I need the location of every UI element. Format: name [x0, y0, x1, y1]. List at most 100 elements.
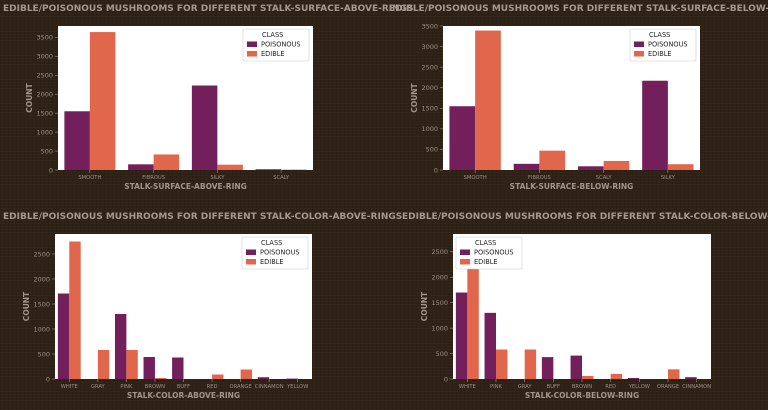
bar-poisonous-scaly: [577, 166, 604, 170]
y-tick-label: 500: [426, 146, 438, 154]
x-tick-label: ORANGE: [230, 384, 252, 390]
chart-title: EDIBLE/POISONOUS MUSHROOMS FOR DIFFERENT…: [3, 4, 414, 14]
bar-edible-orange: [240, 369, 253, 379]
bar-edible-white: [467, 241, 479, 379]
y-tick-label: 500: [38, 350, 50, 358]
y-tick-label: 500: [436, 350, 448, 358]
y-tick-label: 3500: [421, 22, 438, 30]
y-tick-label: 2000: [431, 274, 448, 282]
legend-title: CLASS: [262, 31, 283, 39]
chart-4: EDIBLE/POISONOUS MUSHROOMS FOR DIFFERENT…: [402, 212, 768, 400]
x-tick-label: GRAY: [518, 384, 533, 390]
y-tick-label: 3000: [36, 53, 53, 61]
bar-edible-silky: [217, 164, 243, 170]
y-tick-label: 2500: [36, 72, 53, 80]
chart-title: EDIBLE/POISONOUS MUSHROOMS FOR DIFFERENT…: [3, 212, 402, 222]
x-tick-label: SILKY: [210, 175, 225, 181]
x-axis-label: STALK-SURFACE-BELOW-RING: [510, 182, 634, 191]
bar-poisonous-pink: [484, 312, 496, 379]
legend-swatch-poisonous: [246, 249, 256, 255]
y-tick-label: 3500: [36, 34, 53, 42]
legend-box: [455, 236, 523, 270]
x-tick-label: SCALY: [273, 175, 290, 181]
bar-edible-fibrous: [153, 154, 180, 170]
y-tick-label: 1500: [36, 109, 53, 117]
legend-title: CLASS: [261, 239, 282, 247]
x-tick-label: CINNAMON: [682, 384, 711, 390]
legend-box: [629, 28, 697, 62]
bar-edible-brown: [582, 375, 594, 379]
x-tick-label: BUFF: [547, 384, 560, 390]
x-tick-label: PINK: [490, 384, 503, 390]
y-tick-label: 0: [46, 375, 50, 383]
bar-poisonous-white: [57, 293, 70, 379]
y-tick-label: 2000: [33, 275, 50, 283]
legend-label-edible: EDIBLE: [261, 50, 285, 58]
bar-poisonous-silky: [191, 85, 218, 170]
x-tick-label: BROWN: [145, 384, 165, 390]
legend-label-edible: EDIBLE: [648, 50, 672, 58]
x-tick-label: CINNAMON: [255, 384, 284, 390]
y-tick-label: 2000: [421, 84, 438, 92]
bar-poisonous-scaly: [255, 169, 282, 170]
bar-edible-brown: [154, 378, 167, 379]
bar-poisonous-smooth: [64, 111, 90, 170]
bar-poisonous-cinnamon: [685, 377, 697, 379]
x-tick-label: YELLOW: [628, 384, 650, 390]
legend-title: CLASS: [649, 31, 670, 39]
x-tick-label: SMOOTH: [78, 175, 101, 181]
legend-swatch-poisonous: [460, 249, 470, 255]
legend-box: [242, 28, 310, 62]
y-tick-label: 1500: [421, 105, 438, 113]
bar-edible-smooth: [89, 32, 116, 170]
bar-poisonous-buff: [541, 357, 554, 379]
y-axis-label: COUNT: [410, 82, 419, 112]
y-axis-label: COUNT: [22, 291, 31, 321]
bar-poisonous-silky: [642, 80, 668, 170]
legend-label-poisonous: POISONOUS: [261, 41, 301, 49]
legend-title: CLASS: [475, 239, 496, 247]
bar-edible-silky: [667, 164, 694, 170]
legend-swatch-edible: [247, 51, 257, 57]
bar-poisonous-brown: [143, 357, 155, 379]
x-tick-label: FIBROUS: [142, 175, 165, 181]
legend-label-edible: EDIBLE: [260, 258, 284, 266]
bar-edible-fibrous: [539, 150, 566, 170]
x-tick-label: SMOOTH: [464, 175, 487, 181]
x-tick-label: WHITE: [459, 384, 476, 390]
y-tick-label: 1500: [431, 299, 448, 307]
bar-edible-red: [212, 374, 224, 379]
x-tick-label: YELLOW: [286, 384, 308, 390]
x-axis-label: STALK-COLOR-BELOW-RING: [525, 391, 639, 400]
legend-swatch-edible: [246, 259, 256, 265]
y-tick-label: 1000: [421, 125, 438, 133]
legend-label-poisonous: POISONOUS: [260, 249, 300, 257]
x-tick-label: WHITE: [61, 384, 78, 390]
chart-2: EDIBLE/POISONOUS MUSHROOMS FOR DIFFERENT…: [389, 4, 768, 191]
bar-edible-gray: [97, 350, 110, 379]
x-tick-label: SCALY: [596, 175, 613, 181]
x-tick-label: BROWN: [572, 384, 592, 390]
x-tick-label: BUFF: [177, 384, 190, 390]
y-tick-label: 2500: [33, 250, 50, 258]
x-tick-label: RED: [605, 384, 616, 390]
bar-poisonous-yellow: [627, 377, 640, 379]
legend-box: [241, 236, 309, 270]
y-tick-label: 0: [444, 375, 448, 383]
bar-poisonous-buff: [172, 357, 184, 379]
y-tick-label: 1500: [33, 300, 50, 308]
legend-label-edible: EDIBLE: [474, 258, 498, 266]
x-tick-label: SILKY: [661, 175, 676, 181]
y-tick-label: 0: [434, 166, 438, 174]
chart-1: EDIBLE/POISONOUS MUSHROOMS FOR DIFFERENT…: [3, 4, 414, 191]
bar-poisonous-fibrous: [513, 163, 540, 170]
x-tick-label: GRAY: [91, 384, 106, 390]
y-tick-label: 1000: [431, 324, 448, 332]
bar-edible-gray: [524, 349, 537, 379]
legend-label-poisonous: POISONOUS: [474, 249, 514, 257]
x-tick-label: ORANGE: [657, 384, 679, 390]
